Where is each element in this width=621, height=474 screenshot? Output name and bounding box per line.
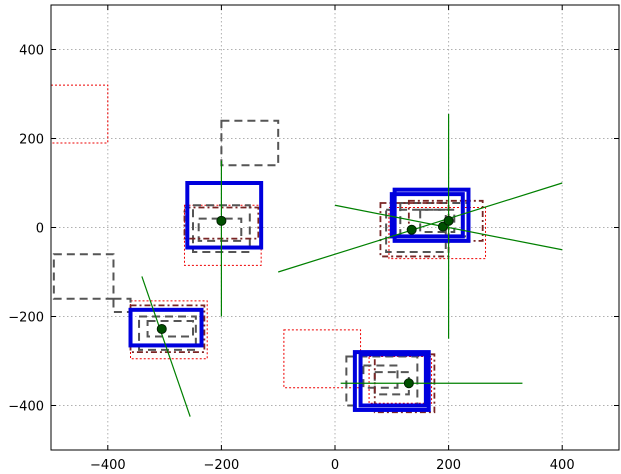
dashed-box	[362, 364, 399, 389]
y-tick-label: 200	[19, 133, 44, 148]
solid-box	[358, 352, 428, 408]
x-tick-label: 0	[331, 458, 339, 473]
dotted-box	[50, 84, 109, 144]
y-ticks: 400 200 0 −200 −400	[8, 44, 619, 415]
x-tick-label: −200	[204, 458, 240, 473]
dashed-box	[197, 217, 243, 242]
green-line	[278, 182, 563, 273]
data-point	[443, 215, 454, 226]
dashed-box	[220, 119, 280, 167]
gridlines	[51, 5, 619, 450]
data-point	[156, 323, 167, 334]
x-tick-label: −400	[90, 458, 126, 473]
y-tick-label: −200	[8, 311, 44, 326]
dashed-box	[419, 208, 456, 233]
points	[156, 215, 454, 389]
solid-box	[392, 187, 471, 243]
data-point	[406, 224, 417, 235]
solid-box	[185, 181, 264, 250]
solid-box	[352, 350, 431, 412]
boxes	[50, 84, 487, 414]
x-tick-label: 200	[436, 458, 461, 473]
dotted-box	[388, 206, 487, 260]
dotted-box	[368, 356, 433, 404]
dashed-box	[52, 253, 115, 300]
y-tick-label: −400	[8, 400, 44, 415]
dotted-box	[283, 329, 362, 389]
y-tick-label: 400	[19, 44, 44, 59]
lines	[141, 114, 563, 417]
x-ticks: −400 −200 0 200 400	[90, 5, 575, 473]
x-tick-label: 400	[550, 458, 575, 473]
y-tick-label: 0	[36, 222, 44, 237]
green-line	[141, 276, 191, 417]
solid-box	[389, 192, 465, 239]
dashed-box	[385, 208, 447, 253]
dashed-box	[345, 355, 419, 407]
dashed-box	[112, 297, 132, 314]
dashed-box	[146, 319, 194, 338]
data-point	[216, 215, 227, 226]
data-point	[403, 378, 414, 389]
